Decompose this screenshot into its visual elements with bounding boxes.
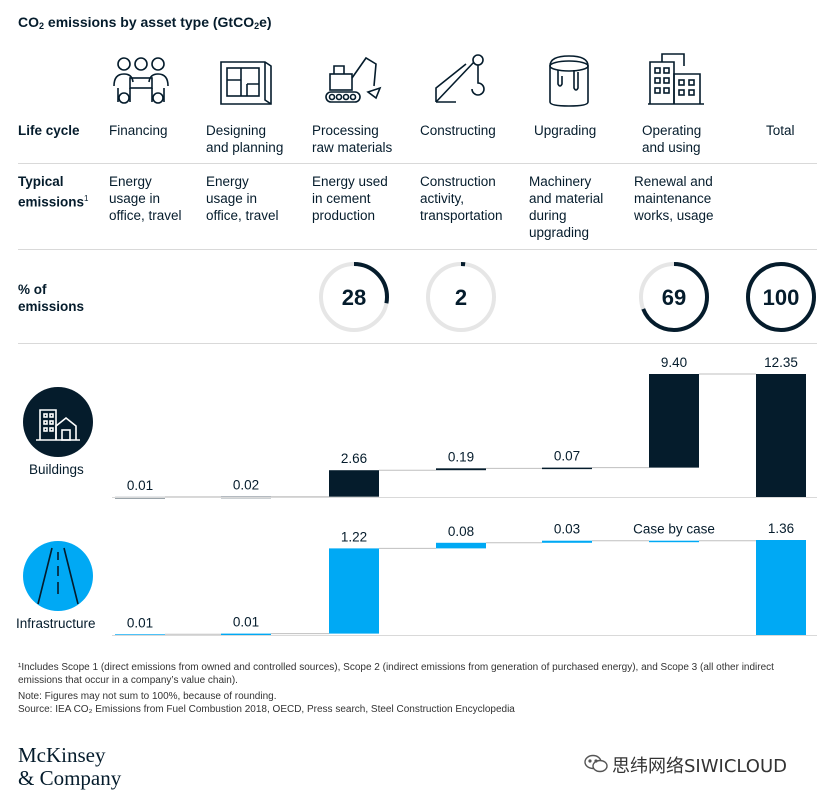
ring-value — [319, 262, 389, 332]
data-label: 0.01 — [127, 615, 153, 630]
typical-designing: Energy usage in office, travel — [206, 174, 279, 223]
data-label: 0.07 — [554, 449, 580, 464]
excavator-icon — [324, 52, 384, 113]
bar-buildings — [436, 468, 486, 471]
infrastructure-label: Infrastructure — [16, 616, 96, 631]
stage-constructing: Constructing — [420, 123, 496, 138]
stage-total: Total — [766, 123, 795, 138]
buildings-icon — [646, 52, 706, 113]
bar-infrastructure — [436, 542, 486, 549]
ring-value — [746, 262, 816, 332]
divider — [18, 163, 817, 164]
data-label: 9.40 — [661, 355, 687, 370]
chart-title: CO2 emissions by asset type (GtCO2e) — [18, 14, 272, 31]
life-cycle-label: Life cycle — [18, 123, 80, 138]
data-label: 0.03 — [554, 522, 580, 537]
brand-logo: McKinsey & Company — [18, 743, 122, 790]
typical-financing: Energy usage in office, travel — [109, 174, 182, 223]
data-label: 1.22 — [341, 529, 367, 544]
footnote-note: Note: Figures may not sum to 100%, becau… — [18, 691, 277, 702]
bar-buildings — [542, 467, 592, 470]
ring-value — [426, 262, 496, 332]
footnote-source: Source: IEA CO₂ Emissions from Fuel Comb… — [18, 704, 515, 715]
percent-emissions-label: % of emissions — [18, 282, 85, 314]
data-label: 12.35 — [764, 355, 798, 370]
bar-infrastructure — [329, 548, 379, 634]
data-label: 0.19 — [448, 449, 474, 464]
wechat-icon — [584, 753, 608, 780]
data-label: 1.36 — [768, 521, 794, 536]
stage-processing: Processing raw materials — [312, 123, 393, 155]
data-label: 0.08 — [448, 524, 474, 539]
data-label: Case by case — [633, 522, 715, 537]
data-label: 0.01 — [233, 615, 259, 630]
typical-constructing: Construction activity, transportation — [420, 174, 503, 223]
stage-upgrading: Upgrading — [534, 123, 597, 138]
ring-label: 69 — [662, 285, 686, 310]
infrastructure-sector-icon — [22, 540, 94, 617]
ring-label: 2 — [455, 285, 467, 310]
stage-designing: Designing and planning — [206, 123, 284, 155]
buildings-sector-icon — [22, 386, 94, 463]
typical-operating: Renewal and maintenance works, usage — [634, 174, 714, 223]
bar-buildings — [649, 374, 699, 468]
blueprint-icon — [217, 54, 275, 113]
bar-infrastructure — [221, 633, 271, 636]
ring-label: 28 — [342, 285, 366, 310]
bar-buildings — [329, 470, 379, 497]
bar-infrastructure — [649, 540, 699, 543]
typical-processing: Energy used in cement production — [312, 174, 388, 223]
bar-buildings — [756, 374, 806, 497]
typical-upgrading: Machinery and material during upgrading — [529, 174, 604, 240]
typical-emissions-label: Typical emissions1 — [18, 174, 89, 210]
waterfall-chart: 28 2 69 100 0.01 0.02 2.66 0.19 0.07 9.40 12.35 0.0… — [112, 262, 817, 636]
watermark-text: 思纬网络SIWICLOUD — [612, 756, 787, 777]
data-label: 0.01 — [127, 478, 153, 493]
paint-bucket-icon — [544, 54, 594, 113]
bar-infrastructure — [542, 540, 592, 543]
data-label: 2.66 — [341, 451, 367, 466]
crane-icon — [432, 52, 492, 113]
divider — [18, 343, 817, 344]
buildings-label: Buildings — [29, 462, 84, 477]
ring-label: 100 — [763, 285, 800, 310]
ring-value — [639, 262, 709, 332]
meeting-icon — [110, 52, 172, 113]
divider — [18, 249, 817, 250]
data-label: 0.02 — [233, 478, 259, 493]
stage-operating: Operating and using — [642, 123, 702, 155]
footnote-scope: ¹Includes Scope 1 (direct emissions from… — [18, 662, 774, 686]
bar-infrastructure — [756, 540, 806, 635]
stage-financing: Financing — [109, 123, 168, 138]
